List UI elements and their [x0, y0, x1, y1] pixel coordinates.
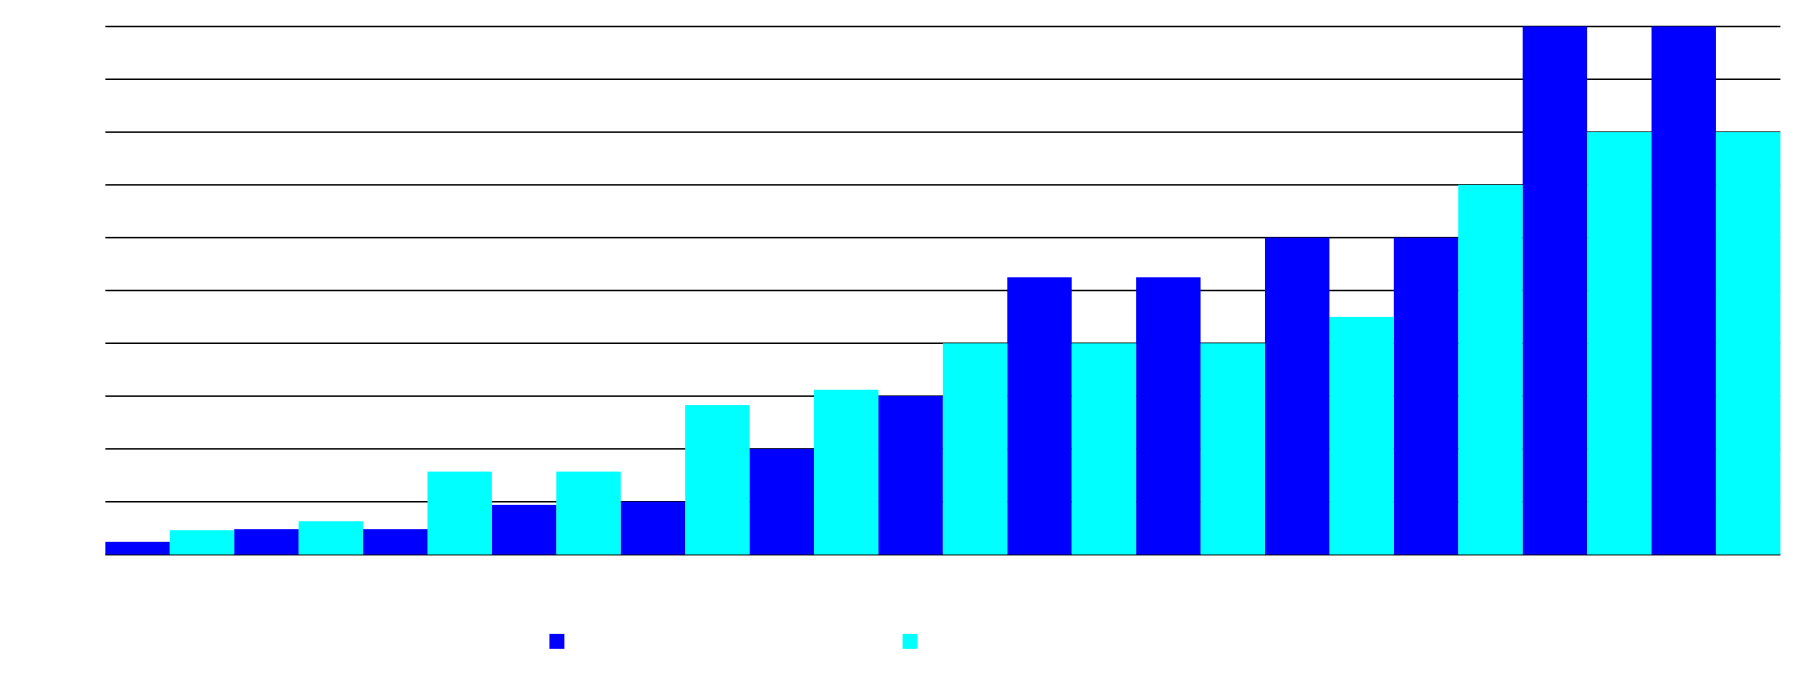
bar — [1458, 184, 1523, 555]
legend-swatch — [902, 633, 918, 649]
bar — [1393, 237, 1459, 555]
bar — [1071, 343, 1137, 555]
bar — [1651, 26, 1716, 555]
bar — [1264, 237, 1330, 555]
bar — [1200, 343, 1265, 555]
bar — [169, 530, 235, 555]
bar — [234, 529, 299, 555]
bar — [814, 389, 879, 555]
bar — [685, 405, 750, 555]
bar — [1329, 316, 1394, 555]
bar — [1007, 277, 1072, 555]
bar — [942, 343, 1008, 555]
bar — [556, 471, 621, 555]
bar — [1715, 132, 1781, 555]
bar — [298, 521, 364, 555]
bar — [105, 541, 170, 555]
bars — [105, 26, 1781, 555]
bar — [363, 529, 428, 555]
bar — [749, 448, 815, 555]
bar — [1587, 132, 1652, 555]
bar — [427, 471, 492, 555]
legend-swatch — [549, 633, 565, 649]
legend — [549, 633, 918, 649]
bar — [1136, 277, 1201, 555]
bar — [491, 504, 557, 555]
bar — [878, 396, 943, 555]
bar — [1522, 26, 1588, 555]
bar — [620, 501, 686, 555]
